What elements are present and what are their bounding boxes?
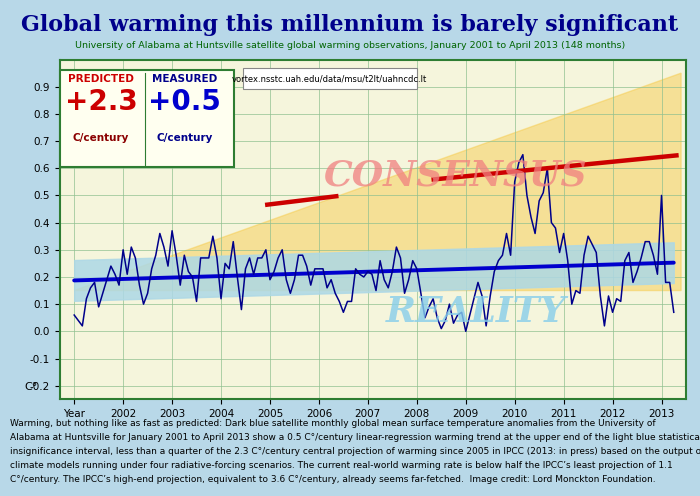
FancyBboxPatch shape [243, 68, 417, 89]
Polygon shape [74, 73, 681, 291]
Text: PREDICTED: PREDICTED [68, 74, 134, 84]
Text: Warming, but nothing like as fast as predicted: Dark blue satellite monthly glob: Warming, but nothing like as fast as pre… [10, 419, 656, 428]
Text: +2.3: +2.3 [64, 88, 137, 116]
Text: C/century: C/century [73, 133, 130, 143]
Text: University of Alabama at Huntsville satellite global warming observations, Janua: University of Alabama at Huntsville sate… [75, 41, 625, 50]
Text: REALITY: REALITY [385, 295, 566, 329]
Text: vortex.nsstc.uah.edu/data/msu/t2lt/uahncdc.lt: vortex.nsstc.uah.edu/data/msu/t2lt/uahnc… [232, 74, 427, 83]
Text: C°/century. The IPCC’s high-end projection, equivalent to 3.6 C°/century, alread: C°/century. The IPCC’s high-end projecti… [10, 475, 656, 484]
Text: C/century: C/century [156, 133, 213, 143]
Text: +0.5: +0.5 [148, 88, 220, 116]
FancyBboxPatch shape [60, 70, 234, 167]
Text: Alabama at Huntsville for January 2001 to April 2013 show a 0.5 C°/century linea: Alabama at Huntsville for January 2001 t… [10, 433, 700, 442]
Text: insignificance interval, less than a quarter of the 2.3 C°/century central proje: insignificance interval, less than a qua… [10, 447, 700, 456]
Text: MEASURED: MEASURED [152, 74, 217, 84]
Text: Global warming this millennium is barely significant: Global warming this millennium is barely… [22, 14, 678, 36]
Y-axis label: C°: C° [25, 382, 38, 392]
Text: CONSENSUS: CONSENSUS [324, 158, 588, 192]
Text: climate models running under four radiative-forcing scenarios. The current real-: climate models running under four radiat… [10, 461, 673, 470]
